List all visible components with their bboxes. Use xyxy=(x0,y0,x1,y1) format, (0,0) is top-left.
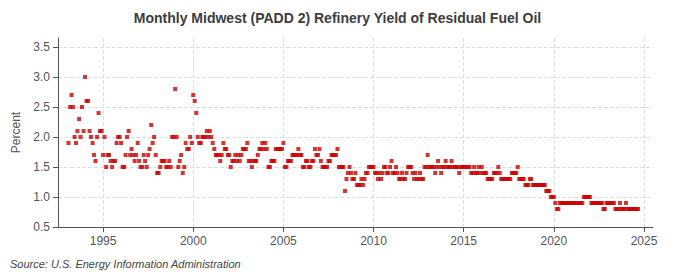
svg-text:2010: 2010 xyxy=(360,234,387,248)
svg-text:0.5: 0.5 xyxy=(33,220,50,234)
svg-text:2.0: 2.0 xyxy=(33,130,50,144)
svg-text:3.5: 3.5 xyxy=(33,40,50,54)
svg-text:2015: 2015 xyxy=(450,234,477,248)
svg-text:1.0: 1.0 xyxy=(33,190,50,204)
svg-text:Percent: Percent xyxy=(9,111,23,153)
svg-text:2025: 2025 xyxy=(631,234,658,248)
svg-text:2005: 2005 xyxy=(270,234,297,248)
svg-text:Monthly Midwest (PADD 2) Refin: Monthly Midwest (PADD 2) Refinery Yield … xyxy=(134,10,541,26)
svg-text:3.0: 3.0 xyxy=(33,70,50,84)
svg-text:Source: U.S. Energy Informatio: Source: U.S. Energy Information Administ… xyxy=(10,258,241,270)
svg-text:1.5: 1.5 xyxy=(33,160,50,174)
svg-text:2.5: 2.5 xyxy=(33,100,50,114)
svg-text:2020: 2020 xyxy=(540,234,567,248)
svg-text:2000: 2000 xyxy=(180,234,207,248)
svg-text:1995: 1995 xyxy=(90,234,117,248)
